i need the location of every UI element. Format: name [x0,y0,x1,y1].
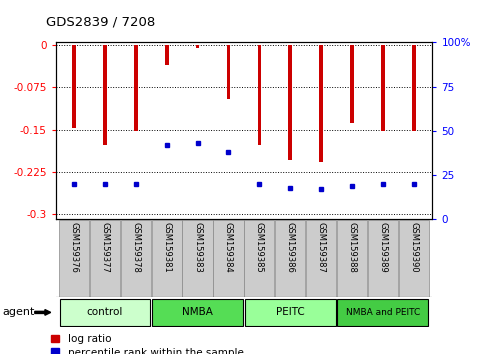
FancyBboxPatch shape [183,220,213,297]
Bar [288,45,292,160]
Text: PEITC: PEITC [276,307,305,318]
FancyBboxPatch shape [306,220,336,297]
Text: GSM159388: GSM159388 [347,222,356,273]
Text: GSM159376: GSM159376 [70,222,79,273]
Bar [134,45,138,131]
Bar [257,45,261,145]
FancyBboxPatch shape [338,298,428,326]
Bar [103,45,107,145]
Text: GSM159378: GSM159378 [131,222,141,273]
Text: control: control [87,307,123,318]
FancyBboxPatch shape [90,220,120,297]
FancyBboxPatch shape [59,298,150,326]
Text: GDS2839 / 7208: GDS2839 / 7208 [46,15,155,28]
FancyBboxPatch shape [398,220,429,297]
Bar [165,45,169,65]
FancyBboxPatch shape [59,220,89,297]
Bar [319,45,323,162]
Text: agent: agent [2,307,35,318]
FancyBboxPatch shape [121,220,151,297]
Text: GSM159383: GSM159383 [193,222,202,273]
Text: GSM159390: GSM159390 [409,222,418,273]
Text: GSM159381: GSM159381 [162,222,171,273]
Bar [381,45,385,131]
FancyBboxPatch shape [213,220,243,297]
Bar [412,45,415,131]
Bar [196,45,199,48]
Text: GSM159389: GSM159389 [378,222,387,273]
FancyBboxPatch shape [368,220,398,297]
FancyBboxPatch shape [337,220,367,297]
Text: GSM159387: GSM159387 [317,222,326,273]
Text: GSM159385: GSM159385 [255,222,264,273]
Text: GSM159386: GSM159386 [286,222,295,273]
Text: NMBA and PEITC: NMBA and PEITC [346,308,420,317]
Bar [227,45,230,99]
Bar [72,45,76,129]
Text: GSM159377: GSM159377 [100,222,110,273]
FancyBboxPatch shape [245,298,336,326]
FancyBboxPatch shape [244,220,274,297]
FancyBboxPatch shape [152,298,243,326]
FancyBboxPatch shape [152,220,182,297]
Bar [350,45,354,123]
Legend: log ratio, percentile rank within the sample: log ratio, percentile rank within the sa… [51,335,243,354]
Text: GSM159384: GSM159384 [224,222,233,273]
FancyBboxPatch shape [275,220,305,297]
Text: NMBA: NMBA [182,307,213,318]
